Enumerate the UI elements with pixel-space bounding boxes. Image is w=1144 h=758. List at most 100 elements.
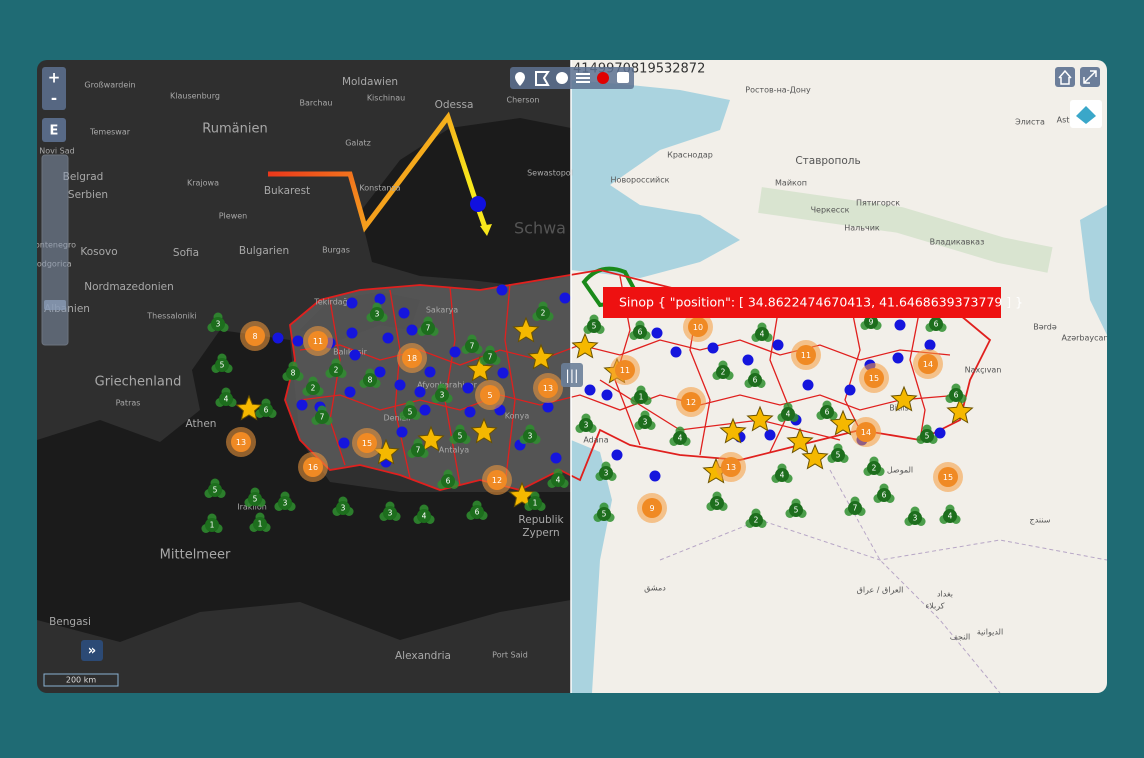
expand-button[interactable]	[81, 640, 103, 661]
cluster-count: 13	[236, 438, 246, 447]
cluster-count: 3	[440, 391, 445, 400]
map-label: Konstanza	[359, 184, 400, 193]
cluster-count: 4	[780, 471, 785, 480]
green-cluster	[820, 405, 834, 419]
marker-tool[interactable]	[515, 72, 525, 86]
zoom-slider-thumb[interactable]	[44, 300, 66, 310]
map-label: Serbien	[68, 189, 108, 201]
extent-button[interactable]	[42, 118, 66, 142]
record-tool[interactable]	[597, 72, 609, 84]
fullscreen-icon[interactable]	[1083, 70, 1097, 84]
map-label: Patras	[116, 399, 141, 408]
star-marker	[801, 443, 829, 470]
map-label: Afyonkarahisar	[417, 381, 478, 390]
map-label: Sofia	[173, 247, 199, 259]
star-marker	[786, 427, 814, 454]
list-tool[interactable]	[576, 73, 590, 83]
green-cluster	[551, 473, 565, 487]
point-marker	[346, 297, 358, 309]
map-label: Griechenland	[95, 375, 182, 390]
orange-cluster	[231, 432, 251, 452]
star-marker	[571, 332, 599, 359]
cluster-count: 12	[686, 398, 696, 407]
cluster-count: 16	[308, 463, 318, 472]
cluster-count: 3	[341, 504, 346, 513]
cluster-count: 15	[869, 374, 879, 383]
green-cluster	[638, 415, 652, 429]
green-cluster	[370, 307, 384, 321]
swipe-handle-text[interactable]: |||	[565, 369, 578, 384]
toolbar-bg	[510, 67, 634, 89]
point-marker	[924, 339, 936, 351]
orange-cluster	[856, 422, 876, 442]
orange-cluster	[615, 360, 635, 380]
cluster-count: 3	[375, 310, 380, 319]
cluster-count: 11	[801, 351, 811, 360]
map-label: Naxçıvan	[965, 366, 1002, 375]
cluster-count: 7	[470, 342, 475, 351]
green-cluster	[259, 403, 273, 417]
map-label: Zypern	[522, 527, 559, 539]
map-label: Mittelmeer	[160, 548, 231, 563]
home-button[interactable]	[1055, 67, 1075, 87]
green-cluster	[253, 517, 267, 531]
circle-tool[interactable]	[556, 72, 568, 84]
map-label: Balıkesir	[333, 348, 367, 357]
cluster-count: 11	[620, 366, 630, 375]
star-marker	[946, 397, 974, 424]
point-marker	[419, 404, 431, 416]
green-cluster	[465, 339, 479, 353]
cluster-count: 6	[475, 508, 480, 517]
zoom-slider[interactable]	[41, 154, 69, 346]
polygon-tool[interactable]	[535, 71, 550, 86]
map-label: Odessa	[435, 99, 474, 111]
green-cluster	[336, 501, 350, 515]
expand-label[interactable]: »	[88, 644, 96, 659]
green-cluster	[208, 483, 222, 497]
map-label: Kosovo	[80, 246, 117, 258]
star-marker	[470, 417, 498, 444]
cluster-count: 18	[407, 354, 417, 363]
cluster-count: 5	[602, 510, 607, 519]
green-cluster	[278, 496, 292, 510]
map-label: Bengasi	[49, 616, 91, 628]
cluster-count: 9	[869, 318, 874, 327]
green-cluster	[435, 388, 449, 402]
cluster-count: 3	[528, 432, 533, 441]
orange-cluster	[245, 326, 265, 346]
point-marker	[892, 352, 904, 364]
cluster-count: 13	[543, 384, 553, 393]
tooltip-text: Sinop { "position": [ 34.8622474670413, …	[619, 295, 1023, 310]
home-icon[interactable]	[1058, 69, 1072, 85]
point-marker	[382, 332, 394, 344]
green-cluster	[315, 410, 329, 424]
light-basemap	[571, 60, 1107, 693]
zoom-out[interactable]: -	[51, 90, 57, 108]
cluster-count: 3	[913, 514, 918, 523]
orange-cluster	[721, 457, 741, 477]
star-marker	[235, 394, 263, 421]
extent-label[interactable]: E	[50, 124, 59, 139]
map-label: Adana	[583, 436, 608, 445]
map-label: Schwa	[514, 219, 566, 238]
cluster-count: 2	[754, 516, 759, 525]
map-label: Klausenburg	[170, 92, 220, 101]
star-marker	[417, 425, 445, 452]
swipe-handle[interactable]: |||	[561, 363, 583, 387]
map-label: Sakarya	[426, 306, 458, 315]
point-marker	[374, 293, 386, 305]
map-label: Großwardein	[84, 81, 135, 90]
green-cluster	[483, 350, 497, 364]
zoom-in[interactable]: +	[48, 69, 61, 87]
point-marker	[802, 379, 814, 391]
point-marker	[346, 327, 358, 339]
cluster-count: 7	[416, 446, 421, 455]
point-marker	[497, 367, 509, 379]
point-marker	[406, 324, 418, 336]
point-marker	[894, 319, 906, 331]
cluster-count: 15	[943, 473, 953, 482]
orange-cluster	[938, 467, 958, 487]
layer-icon[interactable]	[1076, 106, 1096, 124]
print-tool[interactable]	[617, 72, 629, 83]
cluster-count: 2	[541, 309, 546, 318]
